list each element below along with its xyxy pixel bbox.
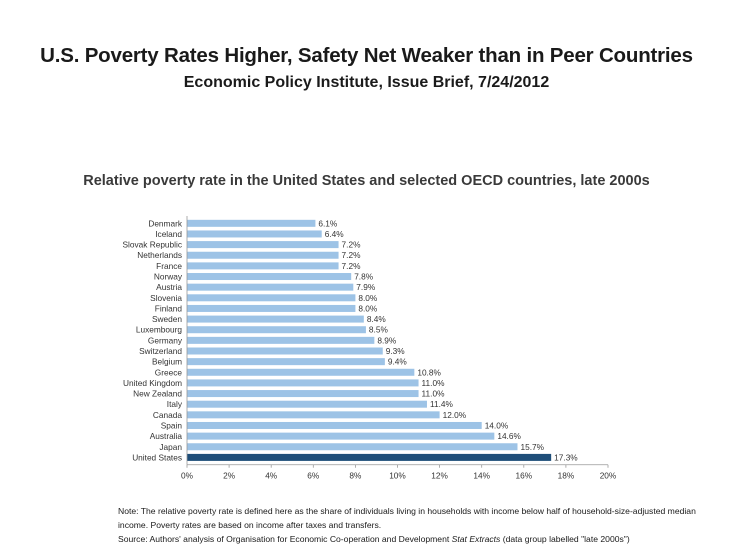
data-label: 10.8% <box>417 367 441 377</box>
bar <box>187 230 322 238</box>
slide-subtitle: Economic Policy Institute, Issue Brief, … <box>183 74 550 91</box>
data-label: 14.0% <box>485 420 509 430</box>
x-tick-label: 20% <box>600 471 617 481</box>
bar <box>187 315 364 323</box>
x-tick-label: 8% <box>349 471 362 481</box>
bar <box>187 304 356 312</box>
bar <box>187 390 419 398</box>
category-label: Norway <box>154 272 183 282</box>
category-label: Canada <box>153 410 182 420</box>
x-tick-label: 6% <box>307 471 320 481</box>
bar <box>187 368 415 376</box>
bar <box>187 432 495 440</box>
data-label: 8.5% <box>369 325 389 335</box>
category-label: New Zealand <box>133 389 182 399</box>
category-label: Slovenia <box>150 293 182 303</box>
data-label: 9.3% <box>386 346 406 356</box>
bar <box>187 336 375 344</box>
x-tick-label: 2% <box>223 471 236 481</box>
category-label: Finland <box>155 303 183 313</box>
x-tick-label: 16% <box>515 471 532 481</box>
bar <box>187 251 339 259</box>
x-tick-label: 0% <box>181 471 194 481</box>
bar <box>187 283 354 291</box>
category-label: Greece <box>155 367 183 377</box>
chart-source: Source: Authors' analysis of Organisatio… <box>118 532 718 546</box>
data-label: 6.1% <box>318 218 338 228</box>
chart-title: Relative poverty rate in the United Stat… <box>83 173 650 189</box>
category-label: United States <box>132 452 182 462</box>
data-label: 9.4% <box>388 357 408 367</box>
category-label: Switzerland <box>139 346 182 356</box>
bar <box>187 421 482 429</box>
bar <box>187 262 339 270</box>
bar <box>187 273 352 281</box>
x-tick-label: 10% <box>389 471 406 481</box>
bar <box>187 326 366 334</box>
data-label: 6.4% <box>325 229 345 239</box>
category-label: Luxembourg <box>136 325 183 335</box>
data-label: 8.9% <box>377 335 397 345</box>
bar <box>187 379 419 387</box>
x-tick-label: 4% <box>265 471 278 481</box>
category-label: Sweden <box>152 314 182 324</box>
category-label: Denmark <box>148 218 183 228</box>
category-label: Netherlands <box>137 250 182 260</box>
bar <box>187 400 427 408</box>
bar <box>187 358 385 366</box>
category-label: Australia <box>150 431 183 441</box>
data-label: 7.2% <box>342 240 362 250</box>
data-label: 7.8% <box>354 272 374 282</box>
category-label: Austria <box>156 282 182 292</box>
category-label: Iceland <box>155 229 182 239</box>
data-label: 11.0% <box>422 378 446 388</box>
category-label: France <box>156 261 182 271</box>
source-italic: Stat Extracts <box>451 534 501 544</box>
category-label: Japan <box>159 442 182 452</box>
data-label: 17.3% <box>554 452 578 462</box>
bar <box>187 219 316 227</box>
bar <box>187 241 339 249</box>
category-label: Belgium <box>152 357 182 367</box>
bar <box>187 347 383 355</box>
category-label: Italy <box>167 399 183 409</box>
data-label: 8.0% <box>358 293 378 303</box>
data-label: 11.0% <box>422 389 446 399</box>
source-suffix: (data group labelled "late 2000s") <box>500 534 630 544</box>
data-label: 14.6% <box>497 431 521 441</box>
data-label: 7.2% <box>342 261 362 271</box>
data-label: 8.0% <box>358 303 378 313</box>
x-tick-label: 14% <box>473 471 490 481</box>
x-tick-label: 12% <box>431 471 448 481</box>
data-label: 11.4% <box>430 399 454 409</box>
bar <box>187 453 552 461</box>
bar <box>187 443 518 451</box>
bar <box>187 294 356 302</box>
chart-note: Note: The relative poverty rate is defin… <box>118 506 696 530</box>
category-label: Slovak Republic <box>123 240 183 250</box>
source-prefix: Source: Authors' analysis of Organisatio… <box>118 534 452 544</box>
x-tick-label: 18% <box>558 471 575 481</box>
category-label: United Kingdom <box>123 378 182 388</box>
bar <box>187 411 440 419</box>
slide-title: U.S. Poverty Rates Higher, Safety Net We… <box>40 44 693 67</box>
data-label: 8.4% <box>367 314 387 324</box>
category-label: Germany <box>148 335 183 345</box>
data-label: 7.2% <box>342 250 362 260</box>
data-label: 15.7% <box>520 442 544 452</box>
data-label: 7.9% <box>356 282 376 292</box>
data-label: 12.0% <box>443 410 467 420</box>
category-label: Spain <box>161 420 183 430</box>
